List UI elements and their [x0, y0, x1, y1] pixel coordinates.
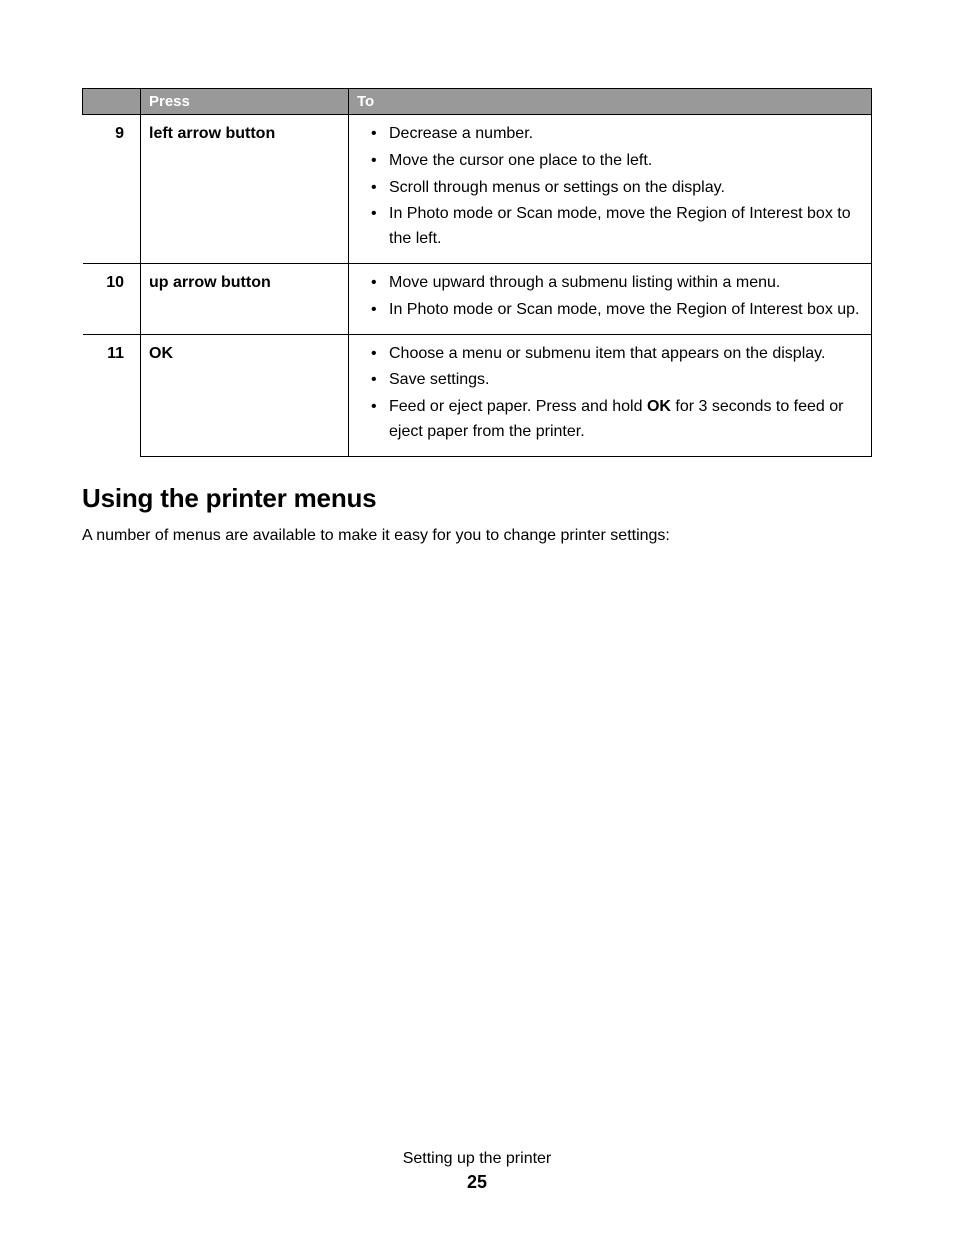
action-item: Scroll through menus or settings on the … [375, 176, 863, 201]
action-item: Move the cursor one place to the left. [375, 149, 863, 174]
action-list: Choose a menu or submenu item that appea… [357, 342, 863, 445]
action-item: Feed or eject paper. Press and hold OK f… [375, 395, 863, 445]
action-list: Decrease a number. Move the cursor one p… [357, 122, 863, 252]
action-item: Move upward through a submenu listing wi… [375, 271, 863, 296]
row-number: 9 [83, 115, 141, 264]
table-header-row: Press To [83, 89, 872, 115]
col-header-to: To [349, 89, 872, 115]
row-actions: Decrease a number. Move the cursor one p… [349, 115, 872, 264]
action-item: Decrease a number. [375, 122, 863, 147]
row-number: 11 [83, 334, 141, 456]
action-item: Choose a menu or submenu item that appea… [375, 342, 863, 367]
action-list: Move upward through a submenu listing wi… [357, 271, 863, 323]
section-body: A number of menus are available to make … [82, 524, 872, 548]
action-item: In Photo mode or Scan mode, move the Reg… [375, 202, 863, 252]
page-footer: Setting up the printer 25 [0, 1150, 954, 1193]
row-press: up arrow button [141, 263, 349, 334]
action-item: In Photo mode or Scan mode, move the Reg… [375, 298, 863, 323]
action-text-pre: Feed or eject paper. Press and hold [389, 398, 647, 415]
col-header-number [83, 89, 141, 115]
col-header-press: Press [141, 89, 349, 115]
row-actions: Choose a menu or submenu item that appea… [349, 334, 872, 456]
table-row: 9 left arrow button Decrease a number. M… [83, 115, 872, 264]
press-label: left arrow button [149, 125, 275, 142]
document-page: Press To 9 left arrow button Decrease a … [0, 0, 954, 1235]
table-row: 10 up arrow button Move upward through a… [83, 263, 872, 334]
footer-page-number: 25 [0, 1172, 954, 1193]
press-label: up arrow button [149, 274, 271, 291]
row-number: 10 [83, 263, 141, 334]
row-press: OK [141, 334, 349, 456]
action-text-bold: OK [647, 398, 671, 415]
table-row: 11 OK Choose a menu or submenu item that… [83, 334, 872, 456]
controls-table: Press To 9 left arrow button Decrease a … [82, 88, 872, 457]
footer-chapter: Setting up the printer [0, 1150, 954, 1168]
press-label: OK [149, 345, 173, 362]
action-item: Save settings. [375, 368, 863, 393]
row-actions: Move upward through a submenu listing wi… [349, 263, 872, 334]
row-press: left arrow button [141, 115, 349, 264]
section-heading: Using the printer menus [82, 483, 872, 514]
